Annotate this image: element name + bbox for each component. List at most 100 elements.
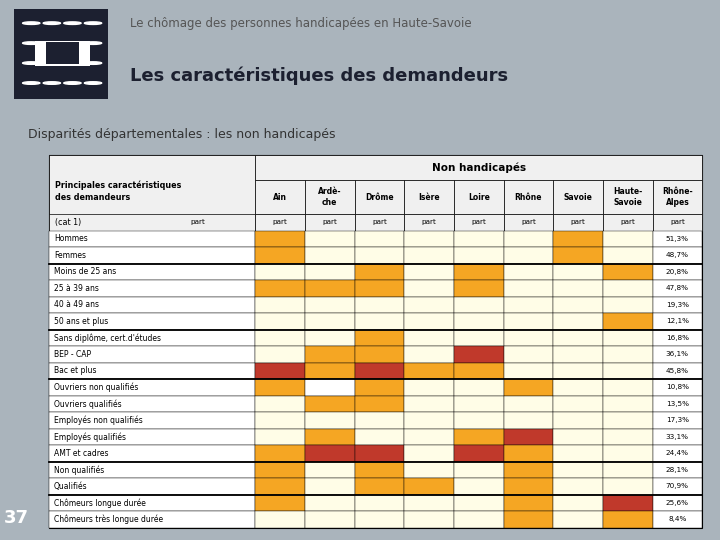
Text: Chômeurs longue durée: Chômeurs longue durée — [54, 498, 146, 508]
Bar — [404, 247, 454, 264]
Text: Haute-
Savoie: Haute- Savoie — [613, 187, 642, 207]
Bar — [603, 247, 652, 264]
Bar — [503, 445, 553, 462]
Text: 50 ans et plus: 50 ans et plus — [54, 317, 108, 326]
Bar — [49, 511, 256, 528]
Text: BEP - CAP: BEP - CAP — [54, 350, 91, 359]
Bar — [14, 9, 108, 99]
Text: Moins de 25 ans: Moins de 25 ans — [54, 267, 117, 276]
Bar — [553, 264, 603, 280]
Bar — [503, 511, 553, 528]
Text: part: part — [422, 219, 436, 225]
Bar — [404, 264, 454, 280]
Text: Ouvriers non qualifiés: Ouvriers non qualifiés — [54, 383, 138, 392]
Bar — [256, 313, 305, 329]
Bar — [454, 280, 503, 296]
Bar — [652, 511, 702, 528]
Bar — [354, 511, 404, 528]
Bar — [503, 495, 553, 511]
Bar — [652, 445, 702, 462]
Bar — [454, 313, 503, 329]
Bar — [256, 478, 305, 495]
Text: Ardè-
che: Ardè- che — [318, 187, 341, 207]
Text: 36,1%: 36,1% — [666, 352, 689, 357]
Bar — [652, 214, 702, 231]
Bar — [49, 363, 256, 379]
Text: 51,3%: 51,3% — [666, 236, 689, 242]
Bar — [404, 429, 454, 445]
Bar — [454, 346, 503, 363]
Bar — [305, 180, 354, 214]
Circle shape — [64, 22, 81, 24]
Bar — [49, 231, 256, 247]
Bar — [603, 511, 652, 528]
Text: Ouvriers qualifiés: Ouvriers qualifiés — [54, 399, 122, 409]
Bar — [652, 296, 702, 313]
Bar — [454, 214, 503, 231]
Bar — [49, 247, 256, 264]
Bar — [404, 180, 454, 214]
Bar — [354, 313, 404, 329]
Text: Rhône-
Alpes: Rhône- Alpes — [662, 187, 693, 207]
Bar — [49, 264, 256, 280]
Bar — [305, 429, 354, 445]
Bar — [652, 346, 702, 363]
Text: part: part — [571, 219, 585, 225]
Text: Femmes: Femmes — [54, 251, 86, 260]
Bar — [503, 478, 553, 495]
Bar — [404, 329, 454, 346]
Bar — [49, 155, 256, 231]
Bar — [553, 478, 603, 495]
Bar — [256, 280, 305, 296]
Bar — [404, 280, 454, 296]
Bar — [354, 214, 404, 231]
Bar — [553, 296, 603, 313]
Bar — [454, 511, 503, 528]
Bar — [49, 495, 256, 511]
Bar — [354, 412, 404, 429]
Bar — [603, 180, 652, 214]
Text: 16,8%: 16,8% — [666, 335, 689, 341]
Bar — [49, 155, 702, 528]
Text: Sans diplôme, cert.d'études: Sans diplôme, cert.d'études — [54, 333, 161, 342]
Circle shape — [43, 22, 60, 24]
Bar — [553, 445, 603, 462]
Bar — [503, 264, 553, 280]
Text: 37: 37 — [4, 509, 28, 528]
Bar — [305, 346, 354, 363]
Text: Savoie: Savoie — [564, 193, 593, 201]
Bar — [454, 429, 503, 445]
Bar — [49, 429, 256, 445]
Bar — [503, 429, 553, 445]
Text: part: part — [472, 219, 486, 225]
Bar — [354, 379, 404, 396]
Bar — [553, 379, 603, 396]
Bar — [305, 313, 354, 329]
Bar — [603, 462, 652, 478]
Bar — [305, 478, 354, 495]
Text: part: part — [521, 219, 536, 225]
Bar — [49, 329, 256, 346]
Bar — [305, 264, 354, 280]
Bar — [553, 511, 603, 528]
Bar — [305, 511, 354, 528]
Bar — [503, 363, 553, 379]
Bar — [503, 180, 553, 214]
Bar — [354, 264, 404, 280]
Bar — [652, 247, 702, 264]
Bar — [45, 42, 78, 64]
Bar — [256, 511, 305, 528]
Text: AMT et cadres: AMT et cadres — [54, 449, 109, 458]
Bar — [305, 396, 354, 412]
Bar — [503, 280, 553, 296]
Bar — [652, 280, 702, 296]
Bar — [503, 313, 553, 329]
Bar — [256, 462, 305, 478]
Bar — [503, 346, 553, 363]
Text: 20,8%: 20,8% — [666, 269, 689, 275]
Bar — [256, 445, 305, 462]
Bar — [305, 412, 354, 429]
Bar — [503, 462, 553, 478]
Bar — [652, 264, 702, 280]
Text: Disparités départementales : les non handicapés: Disparités départementales : les non han… — [28, 128, 336, 141]
